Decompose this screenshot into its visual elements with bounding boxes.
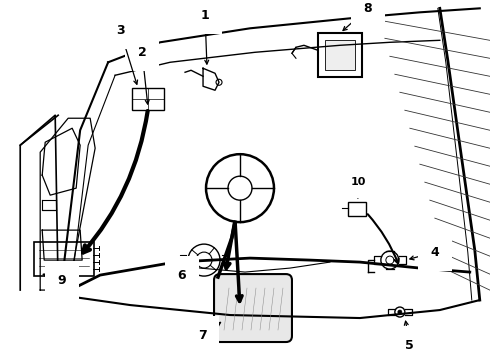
Bar (132, 88, 164, 110)
Text: 4: 4 (430, 246, 439, 258)
Text: 3: 3 (116, 24, 124, 37)
FancyBboxPatch shape (34, 242, 94, 276)
Bar (318, 33, 362, 77)
Text: 10: 10 (350, 177, 366, 187)
Bar (348, 202, 366, 216)
Text: 7: 7 (197, 329, 206, 342)
Bar (325, 40, 355, 70)
Text: 6: 6 (178, 269, 186, 282)
Text: 2: 2 (138, 46, 147, 59)
FancyBboxPatch shape (214, 274, 292, 342)
Text: 1: 1 (201, 9, 209, 22)
Text: 8: 8 (364, 2, 372, 15)
Text: 9: 9 (58, 274, 67, 287)
Text: 5: 5 (405, 338, 414, 351)
Circle shape (398, 310, 402, 314)
